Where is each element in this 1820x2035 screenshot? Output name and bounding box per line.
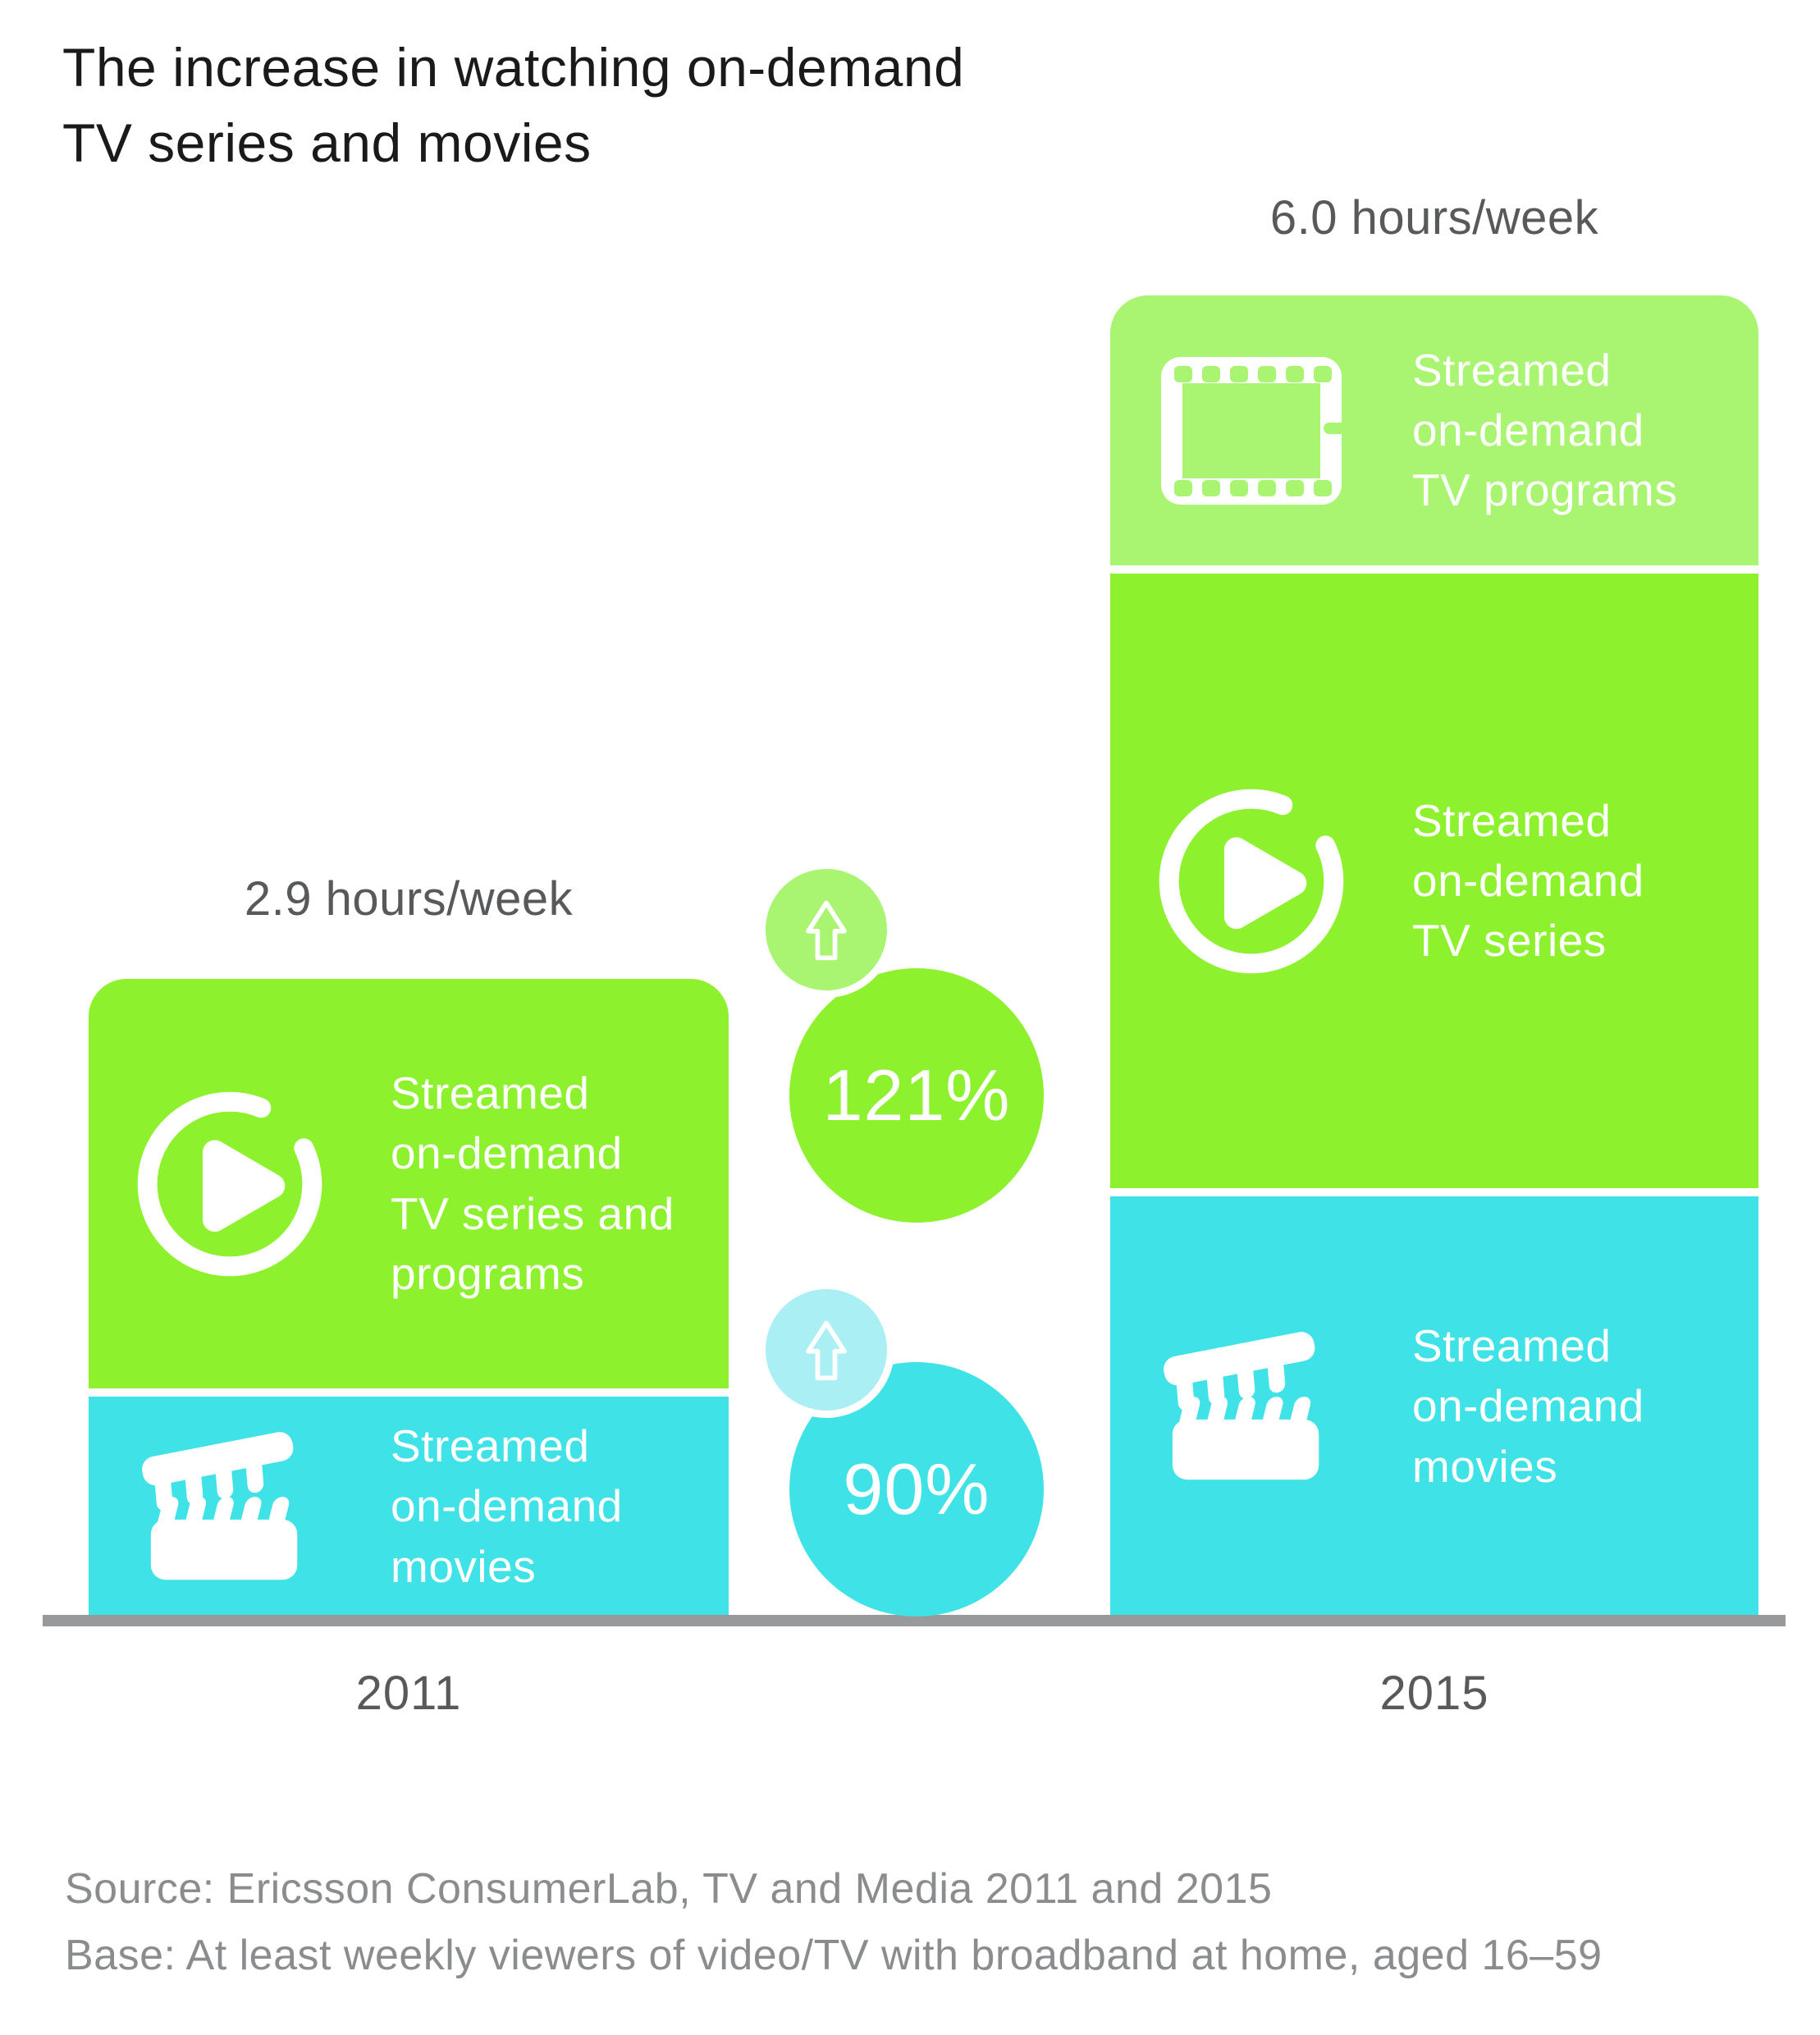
chart-title: The increase in watching on-demand TV se… — [62, 37, 965, 174]
bar-2011-segment-tv-series-and-programs: Streamed on-demand TV series and program… — [89, 979, 729, 1388]
segment-label: Streamed on-demand movies — [391, 1420, 623, 1592]
x-axis-baseline — [43, 1615, 1786, 1626]
clapperboard-icon — [136, 1424, 323, 1589]
play-icon — [1158, 788, 1345, 975]
clapperboard-icon — [1158, 1324, 1345, 1489]
bar-2011-segment-movies: Streamed on-demand movies — [89, 1397, 729, 1617]
arrow-up-icon — [758, 1282, 894, 1418]
filmstrip-icon — [1158, 356, 1345, 505]
increase-badge-121: 121% — [789, 968, 1044, 1223]
segment-label: Streamed on-demand TV series and program… — [391, 1068, 674, 1299]
increase-value: 121% — [822, 1054, 1011, 1136]
total-label-2011: 2.9 hours/week — [244, 872, 574, 926]
segment-label: Streamed on-demand TV series — [1412, 794, 1644, 967]
play-icon — [136, 1091, 323, 1278]
arrow-up-icon — [758, 862, 894, 998]
x-axis-label-2015: 2015 — [1379, 1667, 1489, 1720]
bar-2011: Streamed on-demand TV series and program… — [89, 979, 729, 1617]
segment-label: Streamed on-demand TV programs — [1412, 344, 1678, 516]
base-note: Base: At least weekly viewers of video/T… — [65, 1931, 1603, 1979]
x-axis-label-2011: 2011 — [355, 1667, 462, 1720]
bar-2015: Streamed on-demand TV programs Streamed … — [1110, 295, 1758, 1617]
total-label-2015: 6.0 hours/week — [1269, 191, 1599, 245]
segment-label: Streamed on-demand movies — [1412, 1320, 1644, 1492]
footer-notes: Source: Ericsson ConsumerLab, TV and Med… — [65, 1856, 1603, 1988]
source-note: Source: Ericsson ConsumerLab, TV and Med… — [65, 1865, 1273, 1913]
bar-2015-segment-movies: Streamed on-demand movies — [1110, 1196, 1758, 1617]
bar-2015-segment-tv-series: Streamed on-demand TV series — [1110, 574, 1758, 1188]
bar-2015-segment-tv-programs: Streamed on-demand TV programs — [1110, 295, 1758, 565]
increase-value: 90% — [843, 1448, 990, 1530]
